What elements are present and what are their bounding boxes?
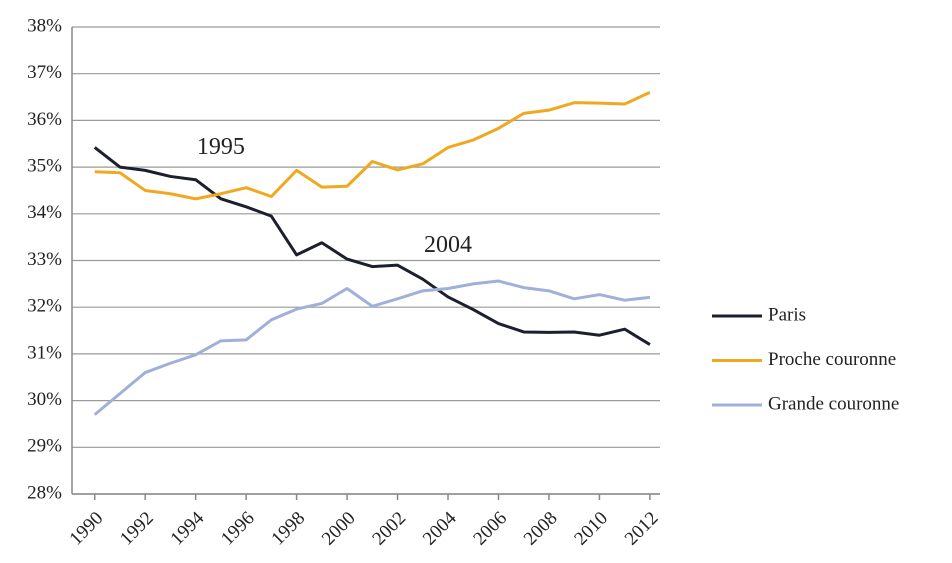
- legend-label: Grande couronne: [768, 393, 899, 414]
- x-tick-label: 2000: [318, 508, 360, 550]
- y-tick-label: 34%: [27, 202, 62, 223]
- y-tick-label: 32%: [27, 296, 62, 317]
- x-tick-label: 2008: [520, 508, 562, 550]
- annotation: 2004: [424, 232, 472, 258]
- y-tick-label: 28%: [27, 482, 62, 503]
- series-line: [94, 91, 651, 201]
- y-tick-label: 36%: [27, 109, 62, 130]
- y-tick-label: 29%: [27, 436, 62, 457]
- y-tick-label: 31%: [27, 342, 62, 363]
- series-line: [93, 146, 651, 346]
- legend-label: Proche couronne: [768, 349, 896, 370]
- x-tick-label: 1990: [66, 508, 108, 550]
- x-tick-label: 1994: [167, 507, 209, 549]
- x-tick-label: 2006: [469, 508, 511, 550]
- x-tick-label: 2010: [570, 508, 612, 550]
- y-tick-label: 30%: [27, 389, 62, 410]
- legend-label: Paris: [768, 304, 806, 325]
- y-tick-label: 33%: [27, 249, 62, 270]
- y-tick-label: 38%: [27, 15, 62, 36]
- x-tick-label: 2002: [368, 508, 410, 550]
- x-tick-label: 2004: [419, 507, 461, 549]
- x-tick-label: 2012: [621, 508, 663, 550]
- y-tick-label: 37%: [27, 62, 62, 83]
- x-tick-label: 1992: [116, 508, 158, 550]
- x-tick-label: 1996: [217, 508, 259, 550]
- series-line: [93, 279, 651, 416]
- annotation: 1995: [197, 134, 245, 160]
- x-tick-label: 1998: [267, 508, 309, 550]
- y-tick-label: 35%: [27, 155, 62, 176]
